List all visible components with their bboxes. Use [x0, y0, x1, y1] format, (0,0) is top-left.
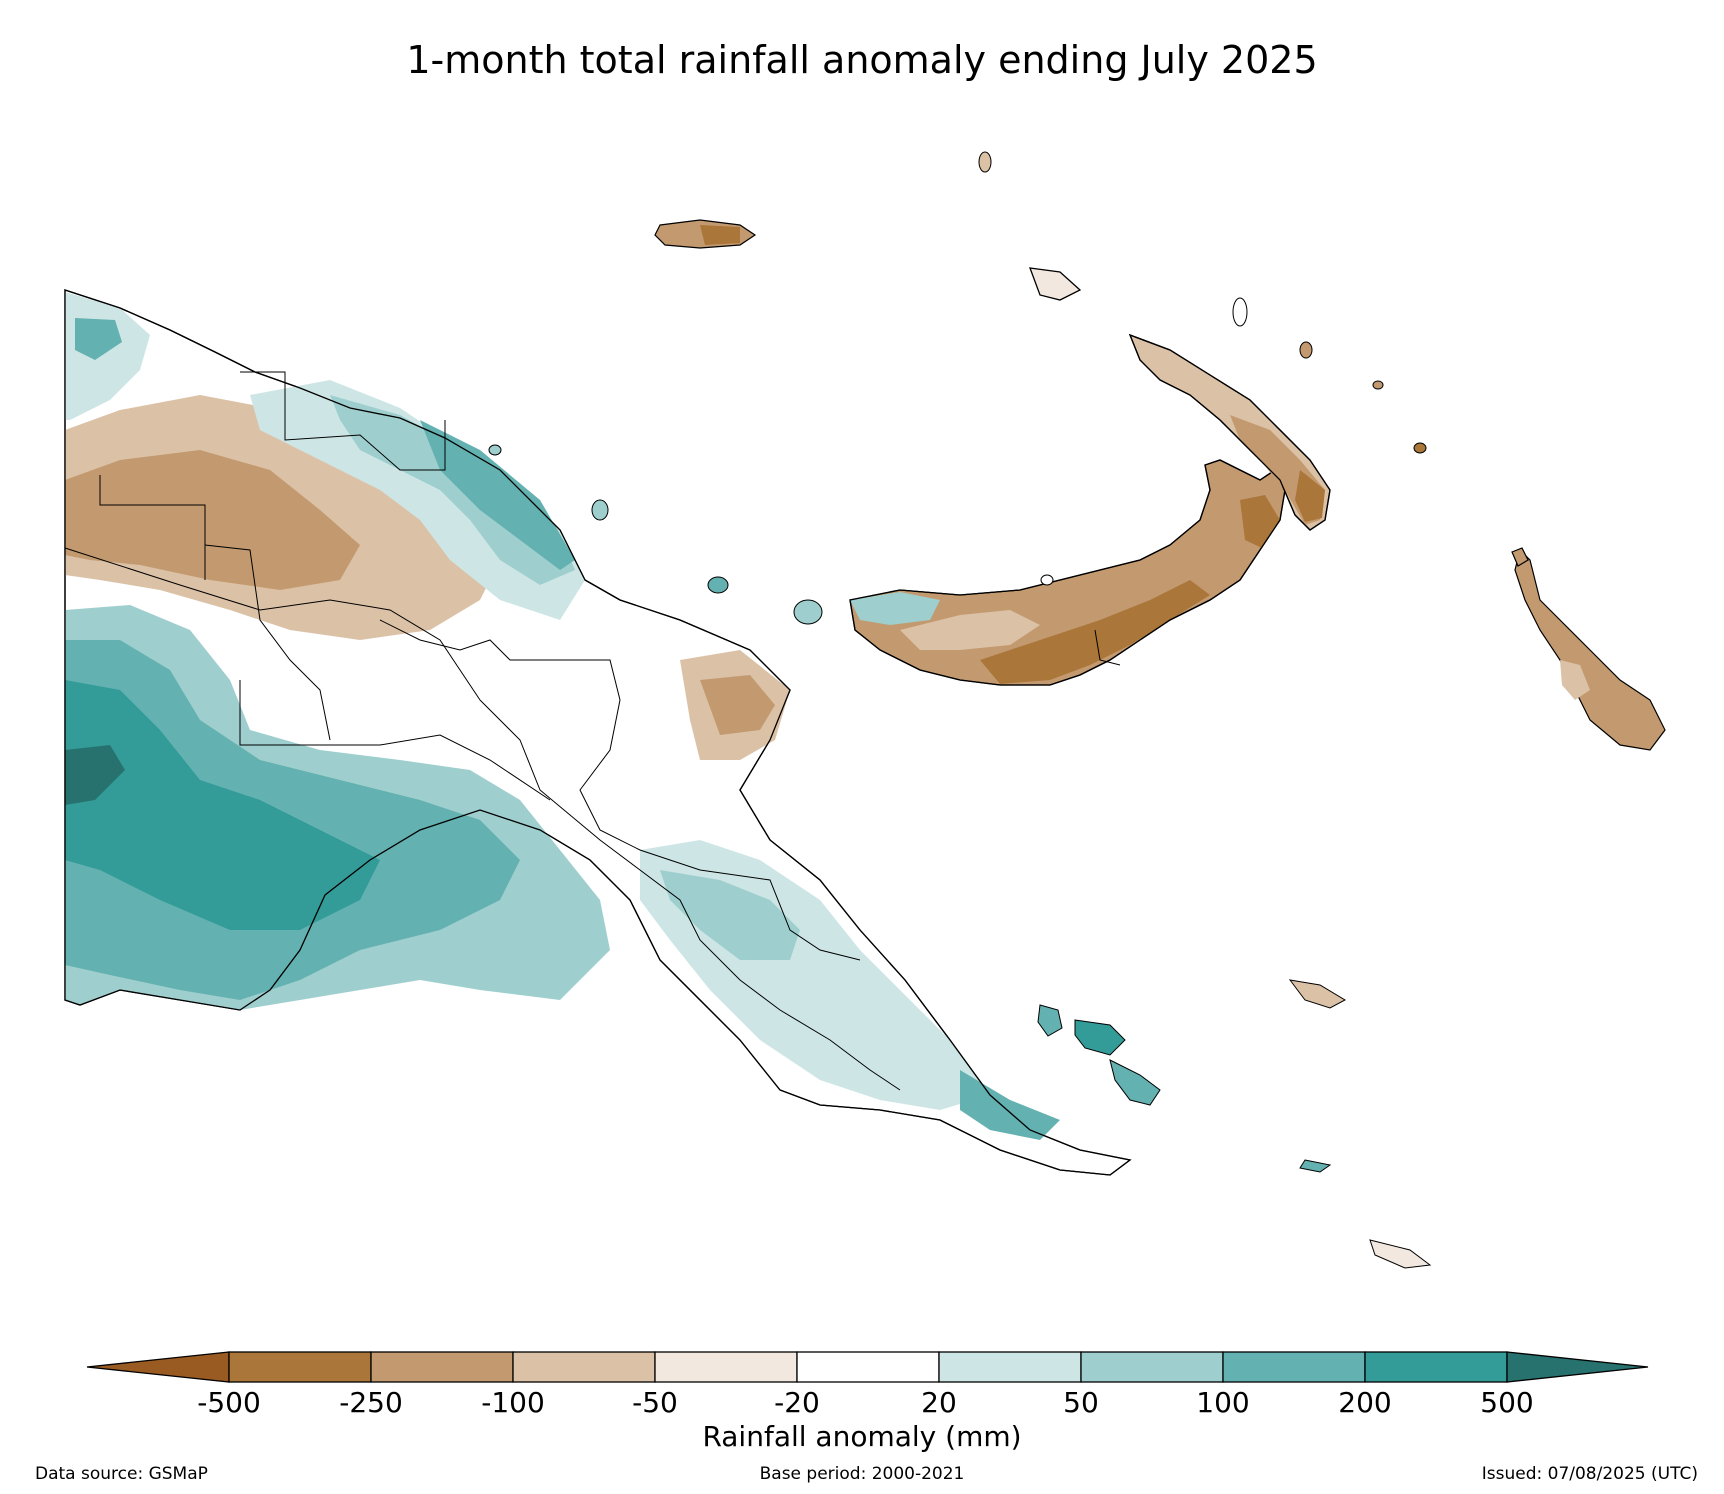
- goodenough-island: [1037, 1004, 1063, 1037]
- issued-date: Issued: 07/08/2025 (UTC): [1481, 1464, 1698, 1484]
- buka-island: [1511, 547, 1529, 567]
- colorbar-tick: 50: [1063, 1386, 1099, 1419]
- colorbar-arrow-left: [86, 1351, 230, 1383]
- colorbar-bin-8: [1222, 1351, 1366, 1383]
- mainland-png: [64, 289, 1132, 1176]
- bougainville: [1511, 547, 1666, 751]
- colorbar-bin-5: [796, 1351, 940, 1383]
- colorbar-tick: 500: [1480, 1386, 1534, 1419]
- colorbar-tick: 200: [1338, 1386, 1392, 1419]
- colorbar-arrow-right: [1506, 1351, 1649, 1383]
- zone-north-blue: [330, 395, 575, 585]
- bougainville-main: [1514, 548, 1666, 751]
- zone-se-blue: [660, 870, 800, 960]
- base-period: Base period: 2000-2021: [759, 1464, 965, 1484]
- data-source: Data source: GSMaP: [35, 1464, 208, 1484]
- colorbar-tick: -250: [339, 1386, 403, 1419]
- colorbar-tick: -500: [197, 1386, 261, 1419]
- woodlark-island: [1288, 979, 1347, 1009]
- colorbar-bin-2: [370, 1351, 514, 1383]
- colorbar-tick: 20: [921, 1386, 957, 1419]
- zone-nw-blue: [75, 318, 122, 360]
- fergusson-island: [1074, 1019, 1126, 1056]
- colorbar-bin-9: [1364, 1351, 1508, 1383]
- normanby-island: [1109, 1059, 1161, 1106]
- colorbar-bin-3: [512, 1351, 656, 1383]
- zone-north-teal: [420, 420, 575, 570]
- colorbar-label: Rainfall anomaly (mm): [702, 1420, 1022, 1453]
- mainland-outline: [64, 289, 1132, 1176]
- zone-morobe-mid: [700, 675, 775, 735]
- rossel-island: [1369, 1239, 1432, 1269]
- manus-dark: [700, 225, 740, 245]
- colorbar-bin-1: [228, 1351, 372, 1383]
- small-islands: [488, 151, 1427, 625]
- zone-brown-mid: [65, 450, 360, 590]
- colorbar-tick: -20: [774, 1386, 820, 1419]
- nb-province-border: [1094, 629, 1121, 666]
- colorbar-bin-4: [654, 1351, 798, 1383]
- colorbar-tick: 100: [1196, 1386, 1250, 1419]
- map-title: 1-month total rainfall anomaly ending Ju…: [406, 38, 1318, 82]
- province-borders: [64, 371, 901, 1091]
- new-ireland: [1029, 267, 1331, 531]
- colorbar-bin-6: [938, 1351, 1082, 1383]
- colorbar-tick: -100: [481, 1386, 545, 1419]
- colorbar-bin-7: [1080, 1351, 1224, 1383]
- nb-blue-west: [850, 592, 940, 625]
- ni-dark: [1295, 470, 1325, 522]
- new-britain: [849, 459, 1286, 686]
- misima-island: [1299, 1159, 1332, 1173]
- zone-sw-teal: [65, 680, 380, 930]
- nb-light: [900, 610, 1040, 650]
- colorbar-tick: -50: [632, 1386, 678, 1419]
- milne-bay-islands: [1037, 979, 1432, 1269]
- bougainville-light: [1560, 660, 1590, 700]
- ni-north: [1029, 267, 1082, 301]
- colorbar: [86, 1351, 1649, 1383]
- ni-outline: [1128, 333, 1331, 531]
- zone-sw-dark: [65, 745, 125, 805]
